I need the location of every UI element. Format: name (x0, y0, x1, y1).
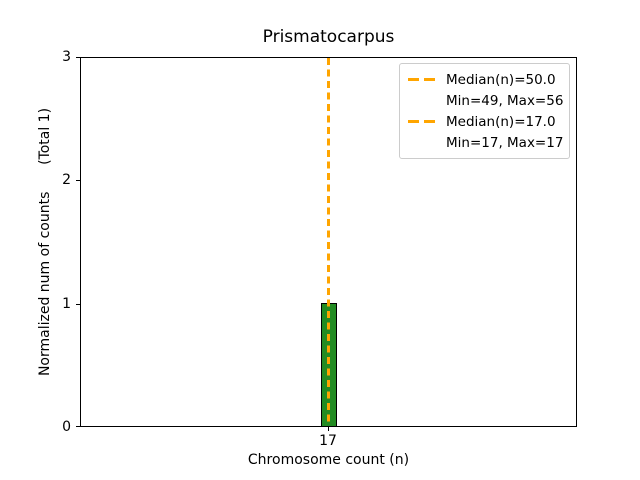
y-tick-mark (76, 304, 80, 305)
y-tick-label-1: 1 (62, 296, 71, 312)
dashed-line-sample-icon (408, 78, 438, 81)
chart-title: Prismatocarpus (262, 27, 395, 47)
legend-entry: Min=17, Max=17 (408, 132, 564, 153)
y-tick-label-2: 2 (62, 172, 71, 188)
y-tick-label-3: 3 (62, 49, 71, 65)
x-tick-mark (328, 427, 329, 431)
y-tick-label-0: 0 (62, 419, 71, 435)
legend: Median(n)=50.0 Min=49, Max=56 Median(n)=… (399, 63, 570, 159)
legend-entry: Min=49, Max=56 (408, 90, 564, 111)
y-tick-mark (76, 57, 80, 58)
y-tick-mark (76, 426, 80, 427)
legend-label: Median(n)=17.0 (446, 113, 556, 130)
x-axis-label: Chromosome count (n) (247, 452, 410, 468)
x-tick-label: 17 (319, 433, 337, 449)
dashed-line-sample-icon (408, 120, 438, 123)
y-axis-label: Normalized num of counts (Total 1) (37, 107, 53, 377)
legend-entry: Median(n)=50.0 (408, 69, 561, 90)
legend-label: Min=49, Max=56 (446, 92, 564, 109)
legend-entry: Median(n)=17.0 (408, 111, 561, 132)
legend-label: Median(n)=50.0 (446, 71, 556, 88)
median-dashed-line (327, 58, 330, 426)
legend-sample-spacer (408, 99, 438, 102)
legend-sample-spacer (408, 141, 438, 144)
y-tick-mark (76, 180, 80, 181)
legend-label: Min=17, Max=17 (446, 134, 564, 151)
